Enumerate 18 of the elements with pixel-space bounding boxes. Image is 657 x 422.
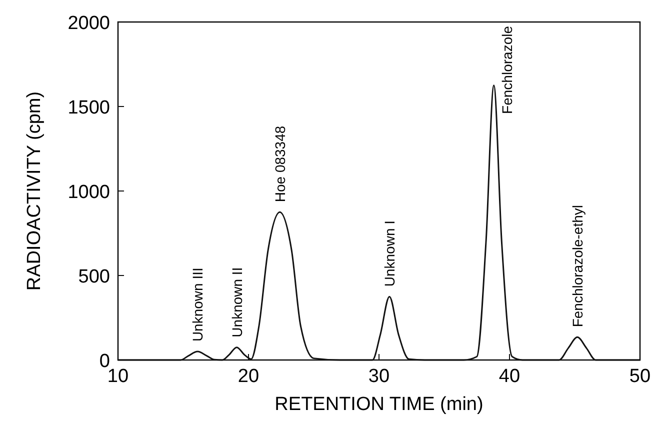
y-tick-label: 0 [99, 351, 110, 372]
x-tick-label: 30 [368, 366, 390, 387]
annotation: Unknown III [190, 268, 206, 342]
annotation: Unknown I [381, 220, 398, 287]
x-tick-label: 40 [498, 366, 520, 387]
annotation: Unknown II [228, 267, 245, 338]
y-tick-label: 1000 [68, 182, 110, 203]
annotation: Hoe 083348 [272, 126, 288, 202]
y-axis-title: RADIOACTIVITY (cpm) [24, 91, 45, 291]
annotation: Fenchlorazole [498, 26, 515, 114]
x-axis-title: RETENTION TIME (min) [274, 394, 484, 415]
x-tick-label: 10 [107, 366, 129, 387]
y-tick-label: 1500 [68, 98, 110, 118]
annotation: Fenchlorazole-ethyl [569, 205, 586, 328]
y-tick-label: 500 [78, 266, 110, 288]
x-tick-label: 50 [629, 366, 651, 387]
x-tick-label: 20 [238, 366, 260, 387]
y-tick-label: 2000 [68, 13, 110, 34]
